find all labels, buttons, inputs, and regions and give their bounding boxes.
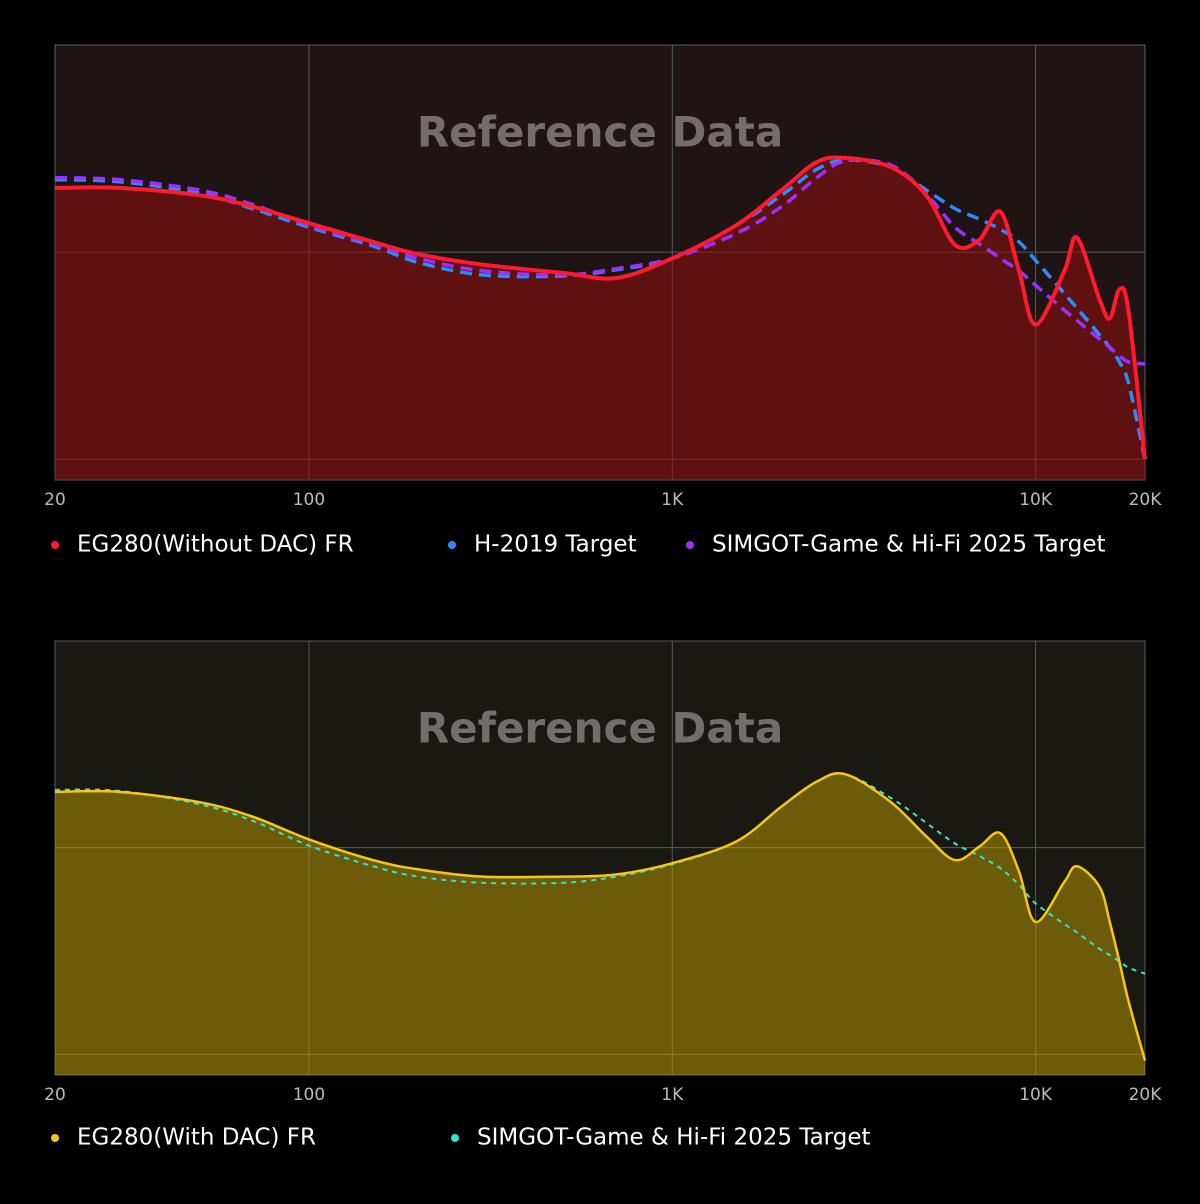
area [55, 773, 1145, 1075]
chart: Reference Data 20 100 1K 10K 20K EG280(Without… [44, 44, 1163, 558]
series-line [54, 158, 1147, 460]
x-tick-label: 20 [44, 1085, 66, 1105]
x-tick-label: 20 [44, 490, 66, 510]
legend-marker [51, 541, 59, 549]
area [55, 157, 1145, 480]
x-tick-label: 20K [1129, 490, 1163, 510]
x-tick-label: 20K [1129, 1085, 1163, 1105]
legend-marker [451, 1134, 459, 1142]
legend-label: EG280(Without DAC) FR [77, 532, 354, 558]
legend-label: SIMGOT-Game & Hi-Fi 2025 Target [477, 1125, 871, 1151]
x-tick-label: 10K [1019, 1085, 1053, 1105]
legend-label: SIMGOT-Game & Hi-Fi 2025 Target [712, 532, 1106, 558]
x-tick-label: 100 [293, 490, 325, 510]
chart: Reference Data 20 100 1K 10K 20K EG280(With DA… [44, 640, 1163, 1151]
series-line [54, 155, 1147, 460]
x-tick-label: 1K [661, 1085, 684, 1105]
series-line [54, 771, 1147, 1061]
legend-marker [51, 1134, 59, 1142]
watermark: Reference Data [417, 704, 783, 753]
legend-marker [448, 541, 456, 549]
watermark: Reference Data [417, 108, 783, 157]
legend-marker [686, 541, 694, 549]
legend-label: H-2019 Target [474, 532, 637, 558]
x-tick-label: 10K [1019, 490, 1053, 510]
series-line [54, 158, 1146, 366]
x-tick-label: 1K [661, 490, 684, 510]
legend-label: EG280(With DAC) FR [77, 1125, 316, 1151]
x-tick-label: 100 [293, 1085, 325, 1105]
